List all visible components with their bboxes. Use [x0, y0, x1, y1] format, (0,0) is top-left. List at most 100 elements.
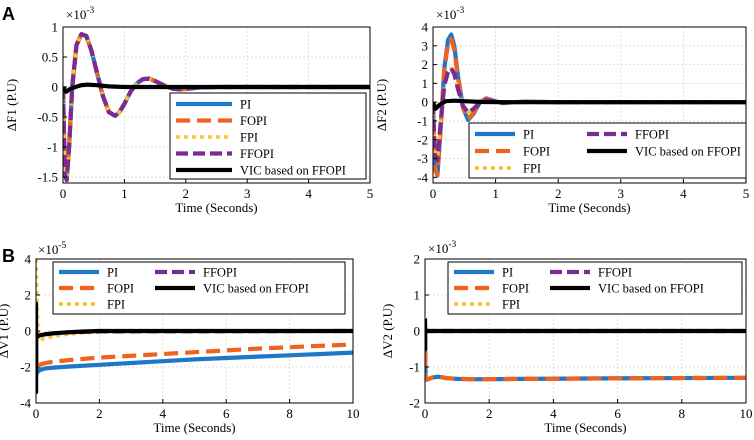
x-axis-label: Time (Seconds)	[153, 420, 235, 435]
series-group	[63, 32, 370, 183]
y-tick-label: -1.5	[37, 170, 58, 185]
legend-label-fpi: FPI	[523, 162, 541, 176]
multiplier-base: ×10	[66, 7, 86, 22]
y-tick-label: 0	[25, 324, 32, 339]
y-tick-label: 0	[52, 80, 59, 95]
legend-label-fopi: FOPI	[502, 282, 529, 296]
legend-label-ffopi: FFOPI	[635, 128, 669, 142]
x-tick-label: 2	[555, 186, 562, 201]
x-axis-label: Time (Seconds)	[175, 200, 257, 215]
legend-label-pi: PI	[523, 128, 534, 142]
x-tick-label: 4	[550, 406, 557, 421]
multiplier-exponent: -3	[86, 6, 94, 16]
y-tick-label: -2	[409, 396, 420, 411]
legend-label-vic: VIC based on FFOPI	[203, 282, 309, 296]
legend: PI FOPI FPI FFOPI VIC based on FFOPI	[52, 261, 346, 315]
legend-label-ffopi: FFOPI	[240, 147, 274, 161]
y-tick-label: -3	[417, 151, 428, 166]
y-tick-label: 0	[414, 324, 421, 339]
y-axis-label: ΔV1 (P.U)	[0, 304, 11, 359]
multiplier-exponent: -3	[448, 240, 456, 250]
y-tick-label: 3	[422, 38, 429, 53]
legend-label-pi: PI	[502, 266, 513, 280]
y-tick-label: -2	[20, 360, 31, 375]
legend-label-fpi: FPI	[107, 298, 125, 312]
x-tick-label: 5	[743, 186, 750, 201]
y-axis-label: ΔV2 (P.U)	[380, 304, 395, 359]
axis-multiplier: ×10-3	[436, 6, 465, 22]
legend: PI FOPI FPI FFOPI VIC based on FFOPI	[468, 122, 747, 179]
y-tick-label: -4	[417, 170, 428, 185]
chart-delta-v2: 0 2 4 6 8 10 -2 -1 0 1 2 Time (Seconds) ΔV2 (P.U) ×10…	[380, 240, 753, 435]
y-tick-label: 1	[422, 76, 429, 91]
y-tick-label: -1	[409, 360, 420, 375]
x-tick-label: 4	[680, 186, 687, 201]
x-tick-label: 0	[60, 186, 67, 201]
legend-label-pi: PI	[240, 98, 251, 112]
legend-label-fpi: FPI	[502, 298, 520, 312]
legend: PI FOPI FPI FFOPI VIC based on FFOPI	[447, 261, 743, 315]
series-line-vic	[433, 98, 746, 111]
x-tick-label: 4	[160, 406, 167, 421]
y-tick-label: 2	[414, 252, 421, 267]
y-axis-label: ΔF2 (P.U)	[374, 79, 389, 131]
y-tick-label: 0.5	[42, 50, 58, 65]
y-tick-label: -2	[417, 132, 428, 147]
x-tick-label: 2	[183, 186, 190, 201]
legend: PI FOPI FPI FFOPI VIC based on FFOPI	[169, 92, 367, 180]
y-tick-label: 4	[422, 20, 429, 35]
axes-frame	[62, 26, 371, 184]
legend-label-fpi: FPI	[240, 131, 258, 145]
axis-multiplier: ×10-3	[66, 6, 95, 22]
axis-multiplier: ×10-5	[38, 241, 67, 257]
axes-frame	[432, 26, 747, 184]
x-axis-label: Time (Seconds)	[548, 200, 630, 215]
series-line-ffopi	[63, 32, 370, 183]
legend-box	[447, 261, 743, 315]
y-tick-label: 0	[422, 95, 429, 110]
y-tick-label: 2	[422, 57, 429, 72]
multiplier-exponent: -5	[58, 241, 66, 251]
legend-label-vic: VIC based on FFOPI	[635, 145, 741, 159]
series-line-vic	[425, 318, 746, 352]
legend-label-ffopi: FFOPI	[598, 266, 632, 280]
multiplier-base: ×10	[38, 242, 58, 257]
x-tick-label: 1	[492, 186, 499, 201]
y-tick-label: 1	[52, 20, 59, 35]
panel-label-a: A	[2, 4, 15, 24]
multiplier-exponent: -3	[456, 6, 464, 16]
series-line-vic	[63, 82, 370, 94]
x-tick-label: 8	[286, 406, 293, 421]
chart-delta-f1: 0 1 2 3 4 5 -1.5 -1 -0.5 0 0.5 1 Time (Seconds) ΔF1 (…	[4, 6, 373, 215]
y-tick-label: -4	[20, 396, 31, 411]
x-tick-label: 10	[740, 406, 753, 421]
y-tick-label: -1	[417, 113, 428, 128]
legend-box	[52, 261, 346, 315]
x-tick-label: 5	[367, 186, 374, 201]
series-line-pi	[425, 330, 746, 382]
x-tick-label: 10	[347, 406, 360, 421]
x-tick-label: 6	[614, 406, 621, 421]
legend-label-fopi: FOPI	[523, 145, 550, 159]
x-tick-label: 0	[430, 186, 437, 201]
x-tick-label: 4	[305, 186, 312, 201]
y-axis-label: ΔF1 (P.U)	[4, 79, 19, 131]
x-tick-label: 3	[244, 186, 251, 201]
y-tick-label: -1	[47, 140, 58, 155]
y-tick-label: 4	[25, 252, 32, 267]
x-tick-label: 1	[121, 186, 128, 201]
x-tick-label: 3	[618, 186, 625, 201]
x-tick-label: 0	[33, 406, 40, 421]
x-axis-label: Time (Seconds)	[544, 420, 626, 435]
x-tick-label: 6	[223, 406, 230, 421]
multiplier-base: ×10	[436, 7, 456, 22]
axis-multiplier: ×10-3	[428, 240, 457, 256]
series-line-fopi	[425, 330, 746, 382]
y-tick-label: 2	[25, 288, 32, 303]
legend-label-fopi: FOPI	[107, 282, 134, 296]
x-tick-label: 2	[96, 406, 103, 421]
series-line-vic	[36, 302, 353, 395]
legend-label-fopi: FOPI	[240, 114, 267, 128]
